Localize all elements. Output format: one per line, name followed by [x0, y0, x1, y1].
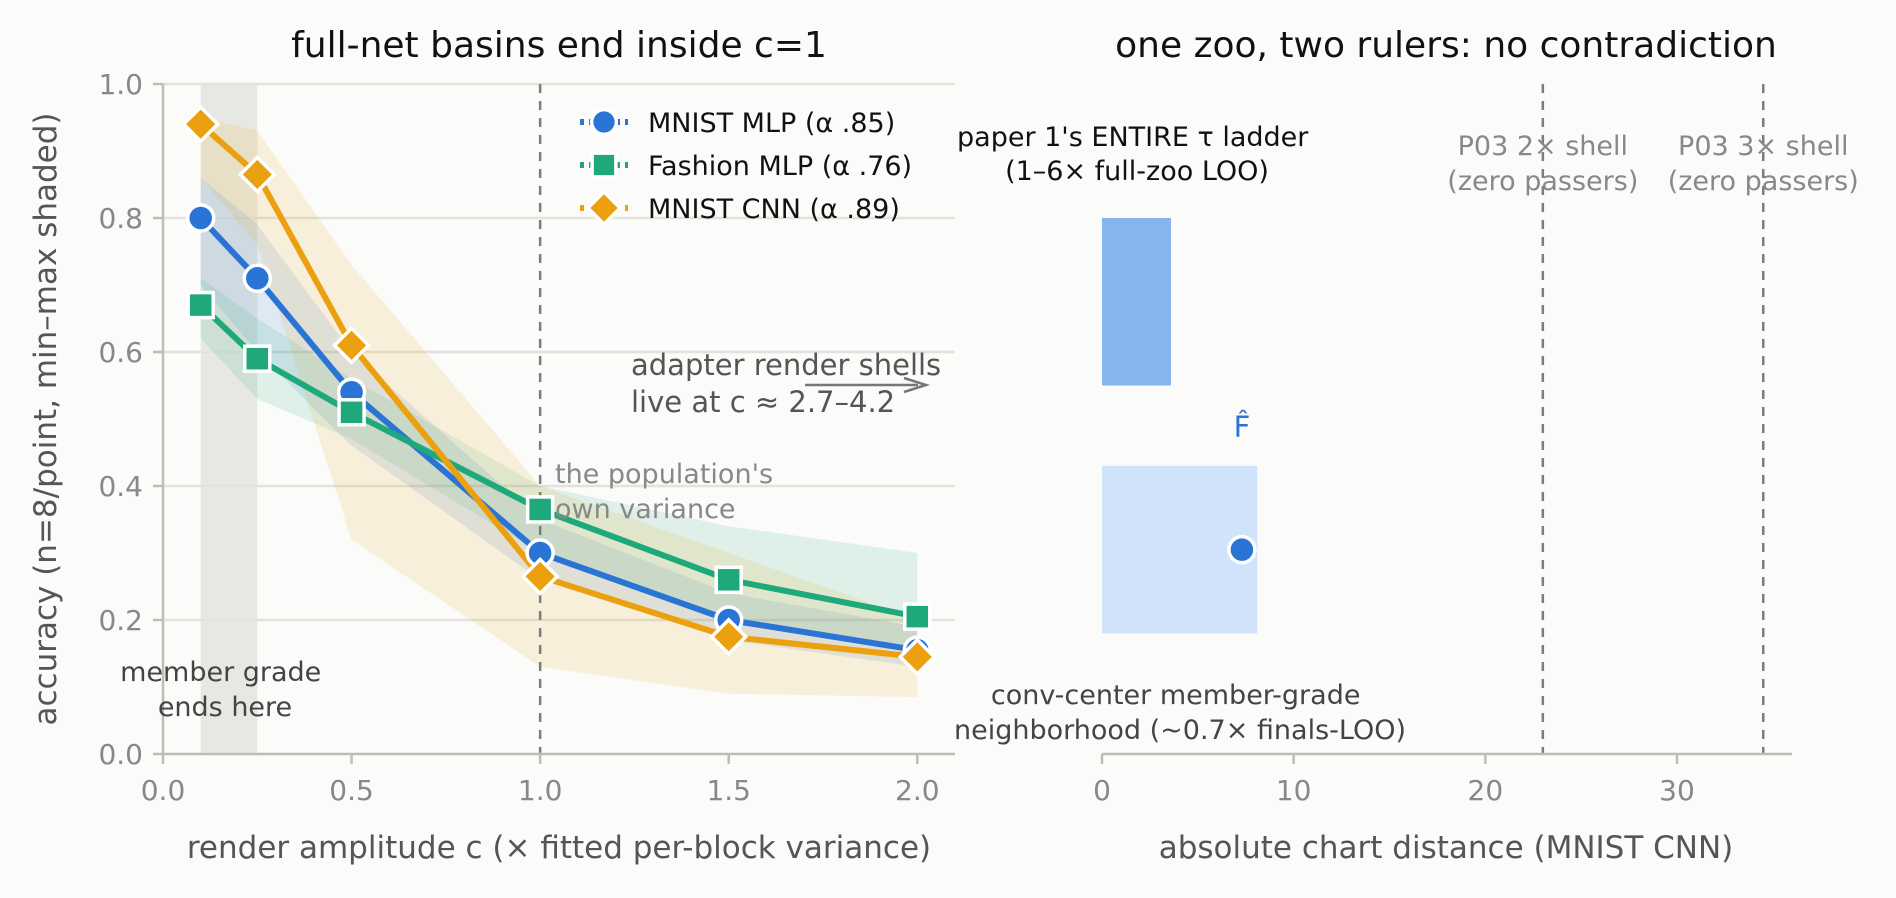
shell-label-line: P03 2× shell — [1458, 131, 1628, 162]
right-x-tick-label: 20 — [1468, 774, 1504, 807]
adapter-shells-line-2: live at c ≈ 2.7–4.2 — [631, 385, 895, 419]
left-y-tick-label: 0.0 — [98, 738, 143, 771]
legend-marker — [585, 189, 623, 227]
left-series-markers — [181, 104, 937, 677]
tau-ladder-line-2: (1–6× full-zoo LOO) — [1005, 156, 1269, 187]
adapter-shells-arrow — [805, 376, 931, 394]
shell-label: P03 2× shell (zero passers) — [1447, 131, 1638, 197]
shell-label-line: (zero passers) — [1447, 166, 1638, 197]
right-x-tick-label: 10 — [1276, 774, 1312, 807]
left-y-tick-label: 0.4 — [98, 470, 143, 503]
shell-label-line: (zero passers) — [1668, 166, 1859, 197]
population-variance-line-2: own variance — [555, 494, 736, 525]
legend-marker — [590, 151, 618, 179]
left-y-tick-label: 1.0 — [98, 68, 143, 101]
data-point — [709, 617, 749, 657]
neighborhood-line-1: conv-center member-grade — [991, 680, 1361, 711]
shell-label-line: P03 3× shell — [1678, 131, 1848, 162]
left-y-axis-label: accuracy (n=8/point, min–max shaded) — [28, 112, 64, 725]
left-y-tick-label: 0.8 — [98, 202, 143, 235]
right-x-tick-label: 0 — [1093, 774, 1111, 807]
left-y-tick-label: 0.6 — [98, 336, 143, 369]
tau-ladder-label: paper 1's ENTIRE τ ladder (1–6× full-zoo… — [957, 122, 1317, 187]
minmax-band — [200, 278, 918, 654]
legend-entry: MNIST MLP (α .85) — [580, 107, 895, 139]
shell-label: P03 3× shell (zero passers) — [1668, 131, 1859, 197]
adapter-shells-label: adapter render shells live at c ≈ 2.7–4.… — [631, 348, 950, 419]
data-point — [337, 398, 366, 427]
tau-ladder-span — [1102, 218, 1171, 386]
shell-labels: P03 2× shell (zero passers) P03 3× shell (z… — [1447, 131, 1858, 197]
right-x-tick-label: 30 — [1659, 774, 1695, 807]
legend-label: MNIST CNN (α .89) — [648, 194, 900, 225]
left-x-tick-label: 0.0 — [141, 774, 186, 807]
population-variance-line-1: the population's — [555, 459, 773, 490]
f-hat-point — [1227, 534, 1257, 565]
left-y-tick-label: 0.2 — [98, 604, 143, 637]
data-point — [714, 565, 743, 595]
left-title: full-net basins end inside c=1 — [291, 25, 827, 66]
data-point — [332, 325, 372, 365]
left-x-tick-label: 2.0 — [895, 774, 940, 807]
data-point — [243, 344, 272, 373]
legend-label: MNIST MLP (α .85) — [648, 108, 895, 139]
right-panel: one zoo, two rulers: no contradiction 0 1… — [954, 25, 1859, 866]
left-grid — [163, 82, 955, 622]
tau-ladder-line-1: paper 1's ENTIRE τ ladder — [957, 122, 1309, 153]
left-x-axis-label: render amplitude c (× fitted per-block v… — [187, 830, 931, 866]
data-point — [237, 154, 277, 194]
data-point — [186, 290, 215, 320]
left-x-tick-label: 1.5 — [706, 774, 751, 807]
left-panel: full-net basins end inside c=1 0.0 0.5 1.0… — [28, 25, 955, 866]
left-x-tick-label: 0.5 — [329, 774, 374, 807]
right-title: one zoo, two rulers: no contradiction — [1115, 25, 1777, 66]
data-point — [185, 203, 216, 233]
f-hat-label: F̂ — [1234, 410, 1251, 444]
data-point — [903, 602, 932, 631]
member-grade-band — [200, 84, 258, 754]
left-x-tick-label: 1.0 — [518, 774, 563, 807]
data-point — [525, 495, 555, 524]
right-ticks: 0 10 20 30 — [1093, 754, 1695, 807]
data-point — [520, 556, 560, 596]
right-x-axis-label: absolute chart distance (MNIST CNN) — [1159, 830, 1734, 866]
neighborhood-label: conv-center member-grade neighborhood (~… — [954, 680, 1406, 746]
data-point — [181, 104, 221, 144]
data-point — [242, 263, 273, 294]
legend: MNIST MLP (α .85) Fashion MLP (α .76) MNIS… — [580, 107, 912, 227]
population-variance-label: the population's own variance — [555, 459, 782, 525]
minmax-band — [200, 117, 918, 698]
legend-entry: Fashion MLP (α .76) — [580, 151, 912, 182]
legend-label: Fashion MLP (α .76) — [648, 151, 912, 182]
adapter-shells-line-1: adapter render shells — [631, 348, 941, 382]
neighborhood-line-2: neighborhood (~0.7× finals-LOO) — [954, 715, 1406, 746]
member-grade-line-2: ends here — [158, 692, 292, 723]
legend-marker — [589, 107, 619, 137]
data-point — [897, 637, 937, 677]
legend-entry: MNIST CNN (α .89) — [580, 189, 900, 227]
left-ticks: 0.0 0.5 1.0 1.5 2.0 0.0 0.2 0.4 0.6 0.8 1.0 — [98, 68, 939, 807]
member-grade-label: member grade ends here — [120, 657, 330, 723]
member-grade-line-1: member grade — [120, 657, 321, 688]
